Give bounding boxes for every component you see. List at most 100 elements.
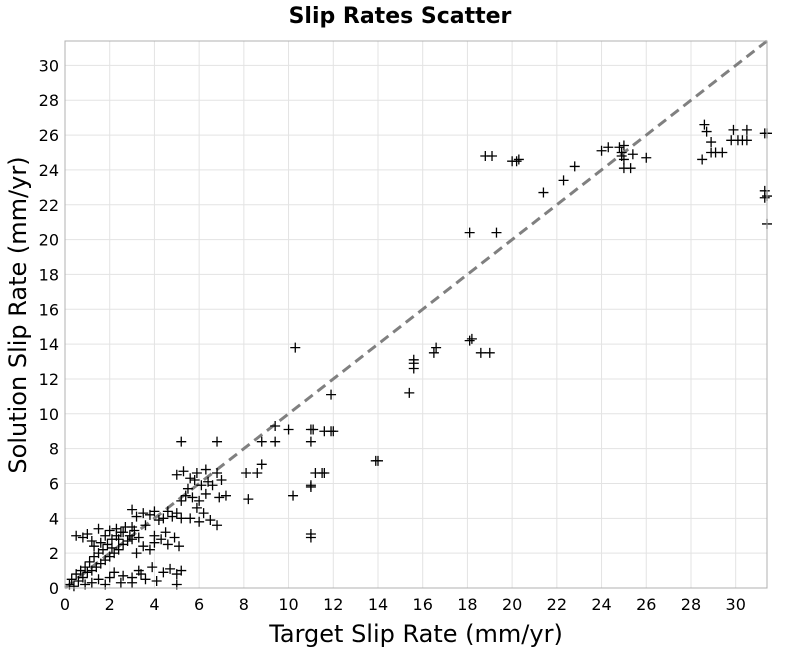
x-tick-label: 20 (502, 595, 522, 614)
data-point (122, 535, 133, 546)
data-point (136, 569, 147, 580)
data-point (127, 534, 138, 545)
x-tick-label: 16 (413, 595, 433, 614)
data-point (706, 137, 717, 148)
data-point (127, 504, 138, 515)
data-point (741, 135, 752, 146)
data-point (118, 570, 129, 581)
data-point (118, 527, 129, 538)
data-point (86, 577, 97, 588)
data-point (182, 483, 193, 494)
data-point (538, 187, 549, 198)
data-point (68, 581, 79, 592)
data-point (144, 544, 155, 555)
data-point (178, 466, 189, 477)
data-point (104, 525, 115, 536)
markers (64, 119, 772, 592)
data-point (220, 490, 231, 501)
data-point (162, 539, 173, 550)
data-point (187, 492, 198, 503)
y-tick-label: 2 (49, 544, 59, 563)
data-point (169, 532, 180, 543)
x-tick-label: 28 (681, 595, 701, 614)
x-tick-labels: 0 2 4 6 8 10 12 14 16 18 20 22 24 26 28 30 (60, 595, 746, 614)
data-point (198, 508, 209, 519)
data-point (113, 534, 124, 545)
data-point (127, 522, 138, 533)
data-point (100, 530, 111, 541)
data-point (243, 494, 254, 505)
data-point (189, 474, 200, 485)
data-point (153, 515, 164, 526)
data-point (513, 154, 524, 165)
data-point (319, 468, 330, 479)
data-point (305, 532, 316, 543)
data-point (558, 175, 569, 186)
data-point (256, 436, 267, 447)
data-point (194, 495, 205, 506)
data-point (627, 149, 638, 160)
data-point (614, 142, 625, 153)
data-point (741, 124, 752, 135)
data-point (466, 333, 477, 344)
data-point (603, 142, 614, 153)
data-point (212, 436, 223, 447)
data-point (131, 548, 142, 559)
data-point (147, 562, 158, 573)
data-point (408, 354, 419, 365)
data-point (149, 506, 160, 517)
data-point (171, 469, 182, 480)
grid (64, 41, 767, 589)
data-point (80, 562, 91, 573)
data-point (113, 544, 124, 555)
data-point (158, 567, 169, 578)
y-axis-label: Solution Slip Rate (mm/yr) (4, 156, 32, 473)
data-point (697, 154, 708, 165)
data-point (290, 342, 301, 353)
data-point (185, 513, 196, 524)
y-tick-label: 24 (39, 161, 59, 180)
data-point (283, 424, 294, 435)
x-tick-label: 22 (547, 595, 567, 614)
data-point (162, 506, 173, 517)
data-point (109, 567, 120, 578)
data-point (89, 541, 100, 552)
data-point (149, 530, 160, 541)
data-point (93, 523, 104, 534)
data-point (270, 436, 281, 447)
reference-line-group (64, 39, 768, 590)
y-tick-label: 28 (39, 91, 59, 110)
data-point (717, 147, 728, 158)
y-tick-label: 0 (49, 579, 59, 598)
plot-frame (64, 40, 768, 589)
x-axis-label: Target Slip Rate (mm/yr) (268, 620, 563, 648)
data-point (171, 508, 182, 519)
data-point (618, 154, 629, 165)
data-point (133, 532, 144, 543)
data-point (71, 530, 82, 541)
data-point (212, 468, 223, 479)
data-point (140, 520, 151, 531)
data-point (428, 347, 439, 358)
data-point (176, 565, 187, 576)
data-point (207, 480, 218, 491)
data-point (86, 535, 97, 546)
x-tick-label: 4 (149, 595, 159, 614)
y-tick-label: 18 (39, 265, 59, 284)
data-point (66, 574, 77, 585)
data-point (82, 567, 93, 578)
data-point (511, 156, 522, 167)
data-point (759, 192, 770, 203)
data-point (256, 459, 267, 470)
data-point (214, 492, 225, 503)
y-tick-label: 26 (39, 126, 59, 145)
y-tick-label: 16 (39, 300, 59, 319)
data-point (372, 455, 383, 466)
data-point (174, 541, 185, 552)
data-point (77, 572, 88, 583)
data-point (127, 577, 138, 588)
x-tick-label: 12 (323, 595, 343, 614)
data-point (241, 468, 252, 479)
reference-line (64, 39, 768, 590)
data-point (95, 537, 106, 548)
